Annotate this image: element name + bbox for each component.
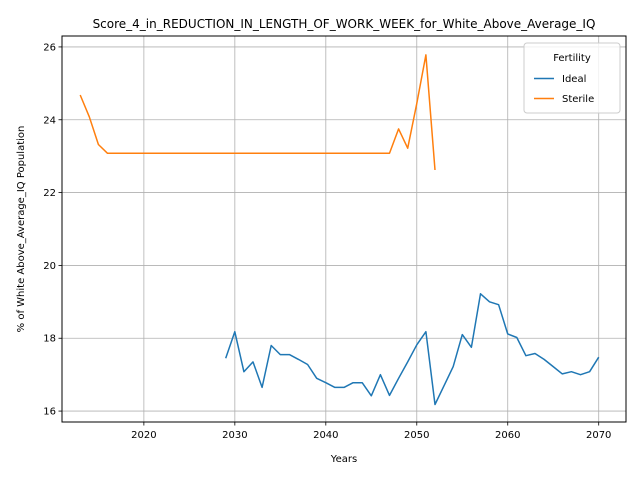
y-tick-label: 24 <box>43 115 56 126</box>
legend-box <box>523 42 621 114</box>
x-tick-label: 2060 <box>495 430 520 441</box>
legend-title: Fertility <box>553 53 591 64</box>
y-tick-label: 18 <box>43 334 56 345</box>
plot-frame <box>61 35 627 423</box>
y-axis-label: % of White Above_Average_IQ Population <box>16 126 27 333</box>
series-lines <box>79 54 600 406</box>
y-tick-label: 22 <box>43 188 56 199</box>
series-line-sterile <box>79 54 436 171</box>
chart-title: Score_4_in_REDUCTION_IN_LENGTH_OF_WORK_W… <box>93 17 596 31</box>
x-tick-label: 2070 <box>586 430 611 441</box>
y-tick-label: 20 <box>43 261 56 272</box>
x-tick-label: 2040 <box>313 430 338 441</box>
legend-label-ideal: Ideal <box>562 74 586 85</box>
legend-label-sterile: Sterile <box>562 94 594 105</box>
y-tick-label: 26 <box>43 42 56 53</box>
x-axis-label: Years <box>330 454 357 465</box>
legend: Fertility Ideal Sterile <box>523 42 621 114</box>
grid <box>62 36 626 422</box>
x-tick-label: 2030 <box>222 430 247 441</box>
x-tick-label: 2020 <box>131 430 156 441</box>
x-tick-label: 2050 <box>404 430 429 441</box>
y-tick-label: 16 <box>43 407 56 418</box>
axis-ticks: 2020 2030 2040 2050 2060 2070 16 18 20 22 24 26 <box>43 42 611 441</box>
series-line-ideal <box>224 293 600 406</box>
